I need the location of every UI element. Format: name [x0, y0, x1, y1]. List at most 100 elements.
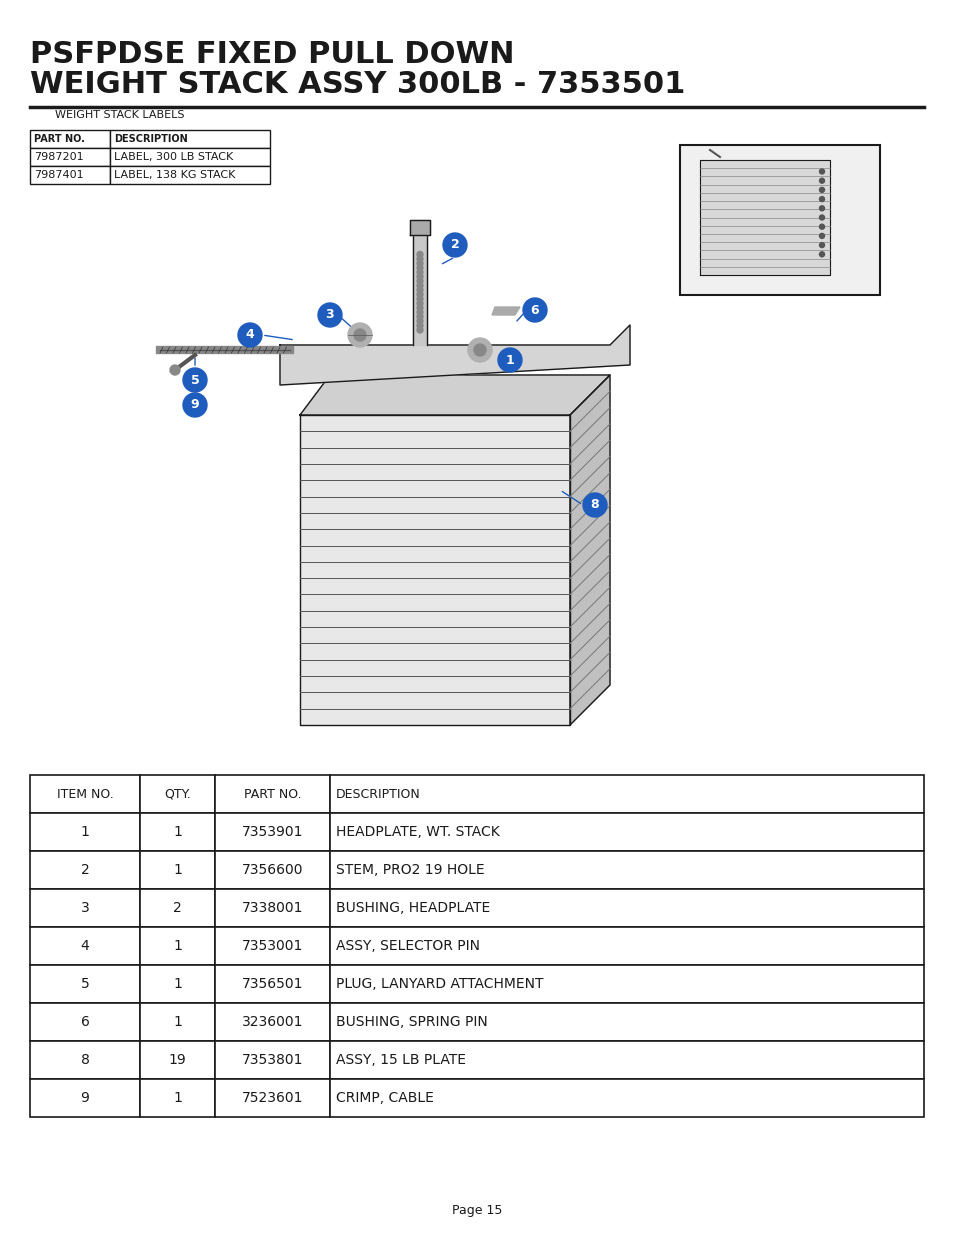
- Circle shape: [819, 178, 823, 183]
- Text: 6: 6: [80, 1015, 90, 1029]
- Circle shape: [582, 493, 606, 517]
- Bar: [330, 813, 923, 851]
- Text: BUSHING, SPRING PIN: BUSHING, SPRING PIN: [335, 1015, 487, 1029]
- Bar: [214, 1003, 330, 1041]
- Circle shape: [416, 296, 422, 301]
- Circle shape: [416, 278, 422, 284]
- Bar: [30, 889, 140, 927]
- Text: 7338001: 7338001: [241, 902, 303, 915]
- Text: DESCRIPTION: DESCRIPTION: [335, 788, 420, 800]
- Circle shape: [819, 233, 823, 238]
- Circle shape: [183, 393, 207, 417]
- Text: 19: 19: [169, 1053, 186, 1067]
- Circle shape: [416, 300, 422, 306]
- Bar: [330, 1041, 923, 1079]
- Text: 3236001: 3236001: [241, 1015, 303, 1029]
- Text: Page 15: Page 15: [452, 1204, 501, 1216]
- Text: 9: 9: [80, 1091, 90, 1105]
- Bar: [140, 1003, 214, 1041]
- Polygon shape: [700, 161, 829, 275]
- Bar: [330, 851, 923, 889]
- Text: 8: 8: [590, 499, 598, 511]
- Text: 3: 3: [325, 309, 334, 321]
- Polygon shape: [413, 235, 427, 345]
- Text: 1: 1: [80, 825, 90, 839]
- Text: 8: 8: [80, 1053, 90, 1067]
- Text: 3: 3: [81, 902, 90, 915]
- Circle shape: [819, 242, 823, 247]
- Circle shape: [819, 215, 823, 220]
- Text: 1: 1: [172, 1015, 182, 1029]
- Text: PART NO.: PART NO.: [34, 135, 85, 144]
- Bar: [330, 927, 923, 965]
- Polygon shape: [410, 220, 430, 235]
- Circle shape: [819, 188, 823, 193]
- Text: HEADPLATE, WT. STACK: HEADPLATE, WT. STACK: [335, 825, 499, 839]
- Circle shape: [317, 303, 341, 327]
- Bar: [330, 1003, 923, 1041]
- Bar: [679, 144, 879, 295]
- Bar: [214, 965, 330, 1003]
- Circle shape: [416, 274, 422, 279]
- Circle shape: [819, 169, 823, 174]
- Text: PLUG, LANYARD ATTACHMENT: PLUG, LANYARD ATTACHMENT: [335, 977, 543, 990]
- Text: 2: 2: [450, 238, 459, 252]
- Text: PART NO.: PART NO.: [243, 788, 301, 800]
- Text: 7523601: 7523601: [241, 1091, 303, 1105]
- Text: 2: 2: [172, 902, 182, 915]
- Bar: [140, 889, 214, 927]
- Text: LABEL, 300 LB STACK: LABEL, 300 LB STACK: [113, 152, 233, 162]
- Circle shape: [170, 366, 180, 375]
- Circle shape: [497, 348, 521, 372]
- Circle shape: [416, 327, 422, 333]
- Text: 7353901: 7353901: [241, 825, 303, 839]
- Circle shape: [416, 309, 422, 315]
- Circle shape: [474, 345, 485, 356]
- Bar: [214, 1079, 330, 1116]
- Circle shape: [416, 256, 422, 262]
- Bar: [140, 1079, 214, 1116]
- Bar: [30, 130, 110, 148]
- Circle shape: [416, 269, 422, 275]
- Text: WEIGHT STACK ASSY 300LB - 7353501: WEIGHT STACK ASSY 300LB - 7353501: [30, 70, 684, 99]
- Text: ITEM NO.: ITEM NO.: [56, 788, 113, 800]
- Text: 7353801: 7353801: [241, 1053, 303, 1067]
- Circle shape: [442, 233, 467, 257]
- Text: 1: 1: [505, 353, 514, 367]
- Text: WEIGHT STACK LABELS: WEIGHT STACK LABELS: [55, 110, 185, 120]
- Text: STEM, PRO2 19 HOLE: STEM, PRO2 19 HOLE: [335, 863, 484, 877]
- Text: QTY.: QTY.: [164, 788, 191, 800]
- Circle shape: [237, 324, 262, 347]
- Text: 5: 5: [191, 373, 199, 387]
- Text: PSFPDSE FIXED PULL DOWN: PSFPDSE FIXED PULL DOWN: [30, 40, 514, 69]
- Polygon shape: [492, 308, 519, 315]
- Circle shape: [416, 305, 422, 311]
- Bar: [140, 965, 214, 1003]
- Circle shape: [416, 264, 422, 270]
- Circle shape: [416, 291, 422, 298]
- Text: CRIMP, CABLE: CRIMP, CABLE: [335, 1091, 434, 1105]
- Bar: [330, 965, 923, 1003]
- Bar: [330, 1079, 923, 1116]
- Polygon shape: [299, 375, 609, 415]
- Circle shape: [416, 261, 422, 267]
- Circle shape: [348, 324, 372, 347]
- Circle shape: [354, 329, 366, 341]
- Polygon shape: [280, 325, 629, 385]
- Bar: [30, 776, 140, 813]
- Text: 1: 1: [172, 825, 182, 839]
- Text: 7353001: 7353001: [241, 939, 303, 953]
- Text: 4: 4: [81, 939, 90, 953]
- Bar: [140, 927, 214, 965]
- Text: 1: 1: [172, 1091, 182, 1105]
- Circle shape: [819, 252, 823, 257]
- Text: 4: 4: [245, 329, 254, 342]
- Text: 1: 1: [172, 977, 182, 990]
- Text: 2: 2: [81, 863, 90, 877]
- Circle shape: [416, 314, 422, 320]
- Circle shape: [416, 322, 422, 329]
- Polygon shape: [569, 375, 609, 725]
- Bar: [330, 776, 923, 813]
- Bar: [30, 1041, 140, 1079]
- Bar: [214, 1041, 330, 1079]
